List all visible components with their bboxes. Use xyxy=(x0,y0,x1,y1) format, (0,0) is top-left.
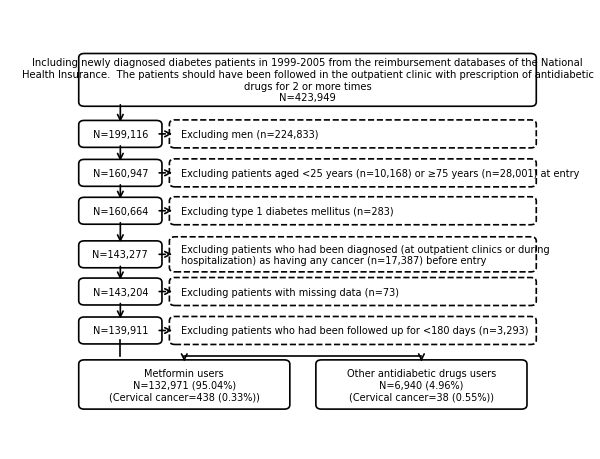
FancyBboxPatch shape xyxy=(79,54,536,107)
FancyBboxPatch shape xyxy=(316,360,527,409)
Text: Other antidiabetic drugs users
N=6,940 (4.96%)
(Cervical cancer=38 (0.55%)): Other antidiabetic drugs users N=6,940 (… xyxy=(347,368,496,401)
Text: Excluding patients who had been followed up for <180 days (n=3,293): Excluding patients who had been followed… xyxy=(181,326,528,336)
Text: N=143,277: N=143,277 xyxy=(92,250,148,260)
FancyBboxPatch shape xyxy=(79,279,162,305)
Text: N=199,116: N=199,116 xyxy=(92,129,148,140)
Text: Metformin users
N=132,971 (95.04%)
(Cervical cancer=438 (0.33%)): Metformin users N=132,971 (95.04%) (Cerv… xyxy=(109,368,260,401)
FancyBboxPatch shape xyxy=(169,160,536,187)
FancyBboxPatch shape xyxy=(79,241,162,268)
Text: Excluding type 1 diabetes mellitus (n=283): Excluding type 1 diabetes mellitus (n=28… xyxy=(181,206,393,216)
FancyBboxPatch shape xyxy=(169,121,536,149)
FancyBboxPatch shape xyxy=(79,160,162,187)
Text: Excluding patients with missing data (n=73): Excluding patients with missing data (n=… xyxy=(181,287,398,297)
FancyBboxPatch shape xyxy=(169,197,536,225)
Text: N=160,664: N=160,664 xyxy=(92,206,148,216)
Text: Excluding patients aged <25 years (n=10,168) or ≥75 years (n=28,001) at entry: Excluding patients aged <25 years (n=10,… xyxy=(181,168,579,179)
FancyBboxPatch shape xyxy=(79,360,290,409)
FancyBboxPatch shape xyxy=(79,198,162,225)
Text: N=143,204: N=143,204 xyxy=(92,287,148,297)
Text: Excluding men (n=224,833): Excluding men (n=224,833) xyxy=(181,129,318,140)
FancyBboxPatch shape xyxy=(79,317,162,344)
FancyBboxPatch shape xyxy=(169,237,536,272)
Text: Including newly diagnosed diabetes patients in 1999-2005 from the reimbursement : Including newly diagnosed diabetes patie… xyxy=(22,58,593,103)
Text: N=160,947: N=160,947 xyxy=(92,168,148,179)
FancyBboxPatch shape xyxy=(169,278,536,306)
Text: N=139,911: N=139,911 xyxy=(92,326,148,336)
Text: Excluding patients who had been diagnosed (at outpatient clinics or during
hospi: Excluding patients who had been diagnose… xyxy=(181,244,549,266)
FancyBboxPatch shape xyxy=(79,121,162,148)
FancyBboxPatch shape xyxy=(169,317,536,345)
